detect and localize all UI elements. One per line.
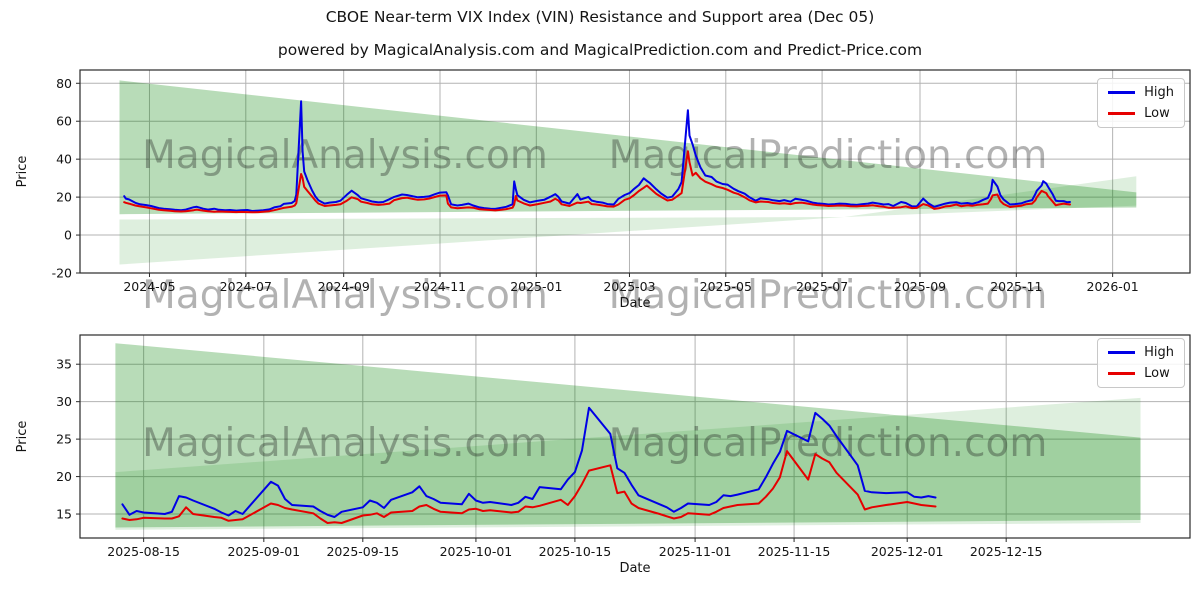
watermark-text: MagicalPrediction.com bbox=[609, 273, 1048, 318]
x-tick-label: 2025-10-01 bbox=[440, 544, 513, 559]
y-tick-label: 80 bbox=[56, 76, 72, 91]
x-tick-label: 2024-11 bbox=[414, 279, 466, 294]
support-area-past bbox=[119, 217, 845, 265]
x-tick-label: 2025-03 bbox=[603, 279, 655, 294]
resistance-area bbox=[115, 343, 1141, 528]
y-tick-label: 40 bbox=[56, 152, 72, 167]
x-axis-label: Date bbox=[619, 561, 650, 576]
chart-subtitle: powered by MagicalAnalysis.com and Magic… bbox=[277, 41, 923, 59]
x-tick-label: 2025-09 bbox=[894, 279, 946, 294]
y-tick-label: 20 bbox=[56, 190, 72, 205]
low-line bbox=[121, 450, 937, 524]
y-tick-label: 0 bbox=[64, 228, 72, 243]
page-title: CBOE Near-term VIX Index (VIN) Resistanc… bbox=[325, 8, 875, 26]
y-tick-label: 60 bbox=[56, 114, 72, 129]
legend-high-row: High bbox=[1108, 346, 1174, 359]
legend-low-label: Low bbox=[1144, 366, 1170, 381]
y-tick-label: 25 bbox=[56, 432, 72, 447]
legend-low-label: Low bbox=[1144, 106, 1170, 121]
x-tick-label: 2024-07 bbox=[220, 279, 272, 294]
x-tick-label: 2025-08-15 bbox=[107, 544, 180, 559]
legend-top-chart: High Low bbox=[1097, 78, 1185, 128]
legend-high-label: High bbox=[1144, 85, 1174, 100]
y-tick-label: 15 bbox=[56, 507, 72, 522]
low-line bbox=[123, 150, 1071, 214]
x-tick-label: 2024-05 bbox=[123, 279, 175, 294]
x-tick-label: 2025-09-01 bbox=[227, 544, 300, 559]
x-tick-label: 2025-12-01 bbox=[871, 544, 944, 559]
y-tick-label: 35 bbox=[56, 357, 72, 372]
legend-low-row: Low bbox=[1108, 367, 1174, 380]
high-line bbox=[121, 406, 937, 518]
y-axis-label: Price bbox=[15, 156, 30, 188]
legend-high-label: High bbox=[1144, 345, 1174, 360]
x-tick-label: 2024-09 bbox=[318, 279, 370, 294]
x-tick-label: 2025-05 bbox=[700, 279, 752, 294]
high-line-swatch bbox=[1108, 91, 1136, 94]
watermark-text: MagicalAnalysis.com bbox=[142, 133, 548, 178]
y-axis-label: Price bbox=[15, 421, 30, 453]
resistance-area bbox=[119, 80, 1137, 215]
x-tick-label: 2025-09-15 bbox=[326, 544, 399, 559]
legend-bottom-chart: High Low bbox=[1097, 338, 1185, 388]
high-line-swatch bbox=[1108, 351, 1136, 354]
x-tick-label: 2025-01 bbox=[510, 279, 562, 294]
legend-high-row: High bbox=[1108, 86, 1174, 99]
watermark-text: MagicalAnalysis.com bbox=[142, 273, 548, 318]
y-tick-label: 20 bbox=[56, 469, 72, 484]
x-tick-label: 2025-07 bbox=[796, 279, 848, 294]
axes-frame bbox=[79, 334, 1191, 539]
legend-low-row: Low bbox=[1108, 107, 1174, 120]
x-tick-label: 2025-12-15 bbox=[970, 544, 1043, 559]
x-tick-label: 2025-11-01 bbox=[659, 544, 732, 559]
low-line-swatch bbox=[1108, 372, 1136, 375]
x-tick-label: 2025-11-15 bbox=[758, 544, 831, 559]
watermark-text: MagicalPrediction.com bbox=[609, 133, 1048, 178]
support-area bbox=[115, 397, 1141, 530]
watermark-text: MagicalPrediction.com bbox=[609, 421, 1048, 466]
low-line-swatch bbox=[1108, 112, 1136, 115]
axes-frame bbox=[79, 69, 1191, 274]
y-tick-label: 30 bbox=[56, 394, 72, 409]
high-line bbox=[123, 100, 1071, 212]
x-tick-label: 2025-10-15 bbox=[539, 544, 612, 559]
watermark-text: MagicalAnalysis.com bbox=[142, 421, 548, 466]
y-tick-label: -20 bbox=[52, 266, 72, 281]
x-axis-label: Date bbox=[619, 296, 650, 311]
x-tick-label: 2026-01 bbox=[1087, 279, 1139, 294]
x-tick-label: 2025-11 bbox=[990, 279, 1042, 294]
